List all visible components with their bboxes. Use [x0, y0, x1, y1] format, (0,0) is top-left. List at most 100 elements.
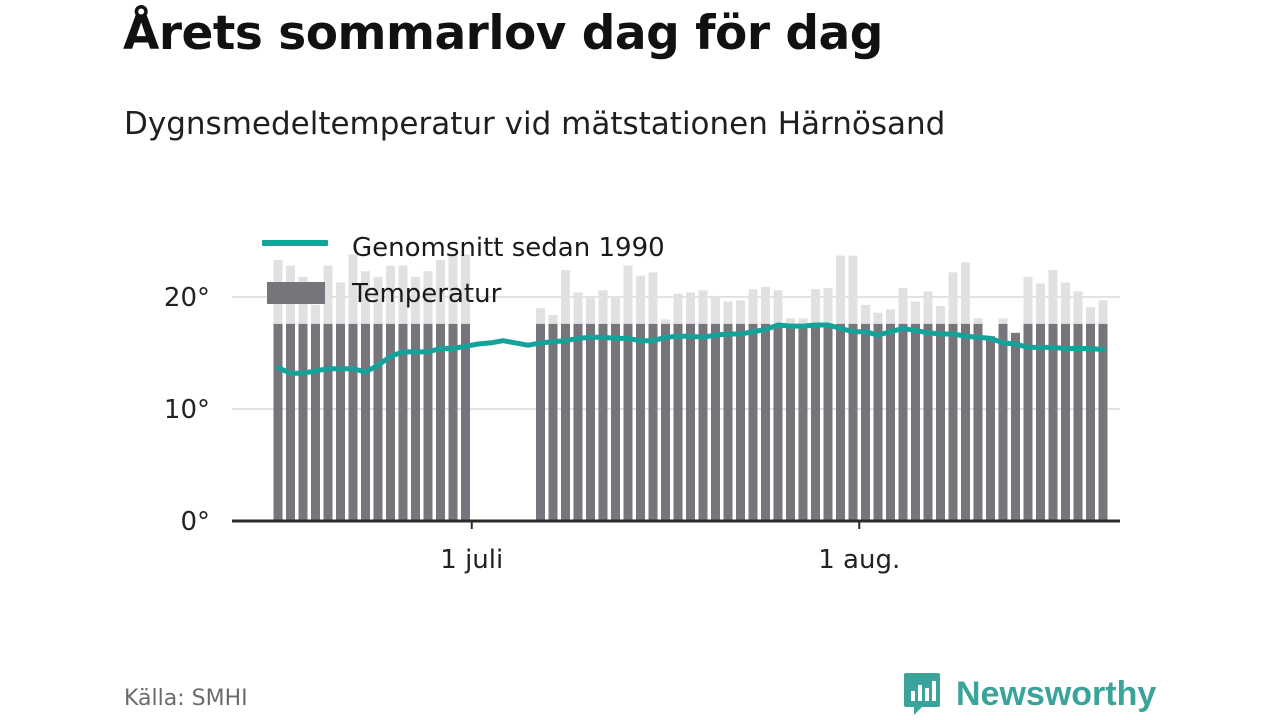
- temperature-bar-upper: [423, 271, 433, 324]
- temperature-bar: [911, 323, 920, 521]
- temperature-bar: [411, 323, 420, 521]
- temperature-bar: [648, 323, 658, 521]
- temperature-bar: [336, 323, 345, 521]
- temperature-bar: [698, 323, 708, 521]
- temperature-bar: [448, 323, 458, 521]
- temperature-bar-upper: [1036, 283, 1045, 324]
- temperature-bar-upper: [361, 271, 370, 324]
- average-line-group: [275, 322, 1106, 376]
- temperature-bar: [736, 323, 745, 521]
- temperature-bar-upper: [673, 293, 683, 324]
- temperature-bar: [723, 323, 733, 521]
- temperature-bar-upper: [636, 275, 645, 324]
- temperature-bar: [323, 323, 333, 521]
- temperature-bar-upper: [698, 290, 708, 324]
- temperature-bar: [423, 323, 433, 521]
- temperature-bar-upper: [436, 260, 445, 324]
- source-note: Källa: SMHI: [124, 686, 248, 711]
- temperature-bar: [998, 323, 1008, 521]
- temperature-bar-upper: [373, 276, 383, 324]
- temperature-bar-upper: [548, 314, 558, 324]
- temperature-bar: [348, 323, 358, 521]
- temperature-bar: [1073, 323, 1083, 521]
- temperature-bar: [886, 323, 895, 521]
- temperature-bar-upper: [411, 276, 420, 324]
- temperature-bar: [573, 323, 583, 521]
- temperature-bar-upper: [848, 255, 858, 324]
- temperature-bar: [798, 323, 808, 521]
- temperature-bar: [436, 323, 445, 521]
- temperature-bar: [936, 323, 945, 521]
- chart-subtitle: Dygnsmedeltemperatur vid mätstationen Hä…: [124, 106, 946, 142]
- temperature-bar: [1086, 323, 1095, 521]
- y-axis-labels: 0° 10° 20°: [164, 283, 210, 537]
- temperature-bar-upper: [861, 304, 870, 324]
- legend-swatch-temperature: [267, 282, 325, 304]
- brand-name: Newsworthy: [956, 674, 1157, 713]
- temperature-bar: [548, 323, 558, 521]
- temperature-bar-upper: [648, 272, 658, 324]
- temperature-bar-upper: [1048, 270, 1058, 324]
- temperature-bar-upper: [448, 254, 458, 324]
- temperature-bar: [673, 323, 683, 521]
- temperature-bar: [848, 323, 858, 521]
- temperature-bar-upper: [873, 312, 883, 324]
- temperature-bar-upper: [736, 300, 745, 324]
- temperature-bar-upper: [686, 292, 695, 324]
- temperature-bar: [811, 323, 820, 521]
- temperature-bar: [661, 323, 670, 521]
- temperature-bar-upper: [948, 272, 958, 324]
- temperature-bar: [611, 323, 620, 521]
- temperature-bar-upper: [798, 318, 808, 324]
- temperature-bars: [273, 254, 1108, 521]
- temperature-bar: [711, 323, 720, 521]
- temperature-bar-upper: [936, 305, 945, 324]
- temperature-bar-upper: [1073, 291, 1083, 324]
- temperature-bar: [961, 323, 970, 521]
- temperature-chart: 0° 10° 20° 1 juli 1 aug. Genomsnitt sedan 1…: [164, 233, 1120, 575]
- temperature-bar-upper: [923, 291, 933, 324]
- temperature-bar: [948, 323, 958, 521]
- temperature-bar-upper: [811, 289, 820, 324]
- temperature-bar-upper: [561, 270, 570, 324]
- temperature-bar-upper: [886, 309, 895, 324]
- temperature-bar: [561, 323, 570, 521]
- chart-title: Årets sommarlov dag för dag: [123, 6, 883, 61]
- temperature-bar: [786, 323, 795, 521]
- x-tick-label: 1 aug.: [818, 545, 900, 575]
- temperature-bar-upper: [1086, 307, 1095, 324]
- temperature-bar: [623, 323, 633, 521]
- temperature-bar-upper: [1098, 300, 1108, 324]
- temperature-bar: [1011, 332, 1020, 521]
- temperature-bar: [986, 336, 995, 521]
- temperature-bar: [773, 323, 783, 521]
- temperature-bar-upper: [323, 265, 333, 324]
- temperature-bar-upper: [711, 295, 720, 324]
- temperature-bar-upper: [611, 298, 620, 324]
- temperature-bar-upper: [836, 255, 845, 324]
- temperature-bar-upper: [1023, 276, 1033, 324]
- temperature-bar: [1098, 323, 1108, 521]
- temperature-bar-upper: [336, 282, 345, 324]
- temperature-bar-upper: [823, 288, 833, 324]
- temperature-bar-upper: [661, 319, 670, 324]
- chart-legend: Genomsnitt sedan 1990 Temperatur: [262, 233, 665, 309]
- temperature-bar: [686, 323, 695, 521]
- legend-label-average: Genomsnitt sedan 1990: [352, 233, 665, 263]
- temperature-bar: [1036, 323, 1045, 521]
- temperature-bar-upper: [723, 301, 733, 324]
- legend-label-temperature: Temperatur: [351, 279, 502, 309]
- temperature-bar-upper: [623, 265, 633, 324]
- temperature-bar: [873, 323, 883, 521]
- temperature-bar: [761, 323, 770, 521]
- temperature-bar-upper: [311, 304, 320, 324]
- temperature-bar-upper: [598, 290, 608, 324]
- temperature-bar: [273, 323, 283, 521]
- temperature-bar: [386, 323, 395, 521]
- temperature-bar: [973, 323, 983, 521]
- temperature-bar: [923, 323, 933, 521]
- temperature-bar-upper: [386, 265, 395, 324]
- y-tick-label: 0°: [180, 507, 210, 537]
- y-tick-label: 10°: [164, 395, 210, 425]
- temperature-bar-upper: [961, 262, 970, 324]
